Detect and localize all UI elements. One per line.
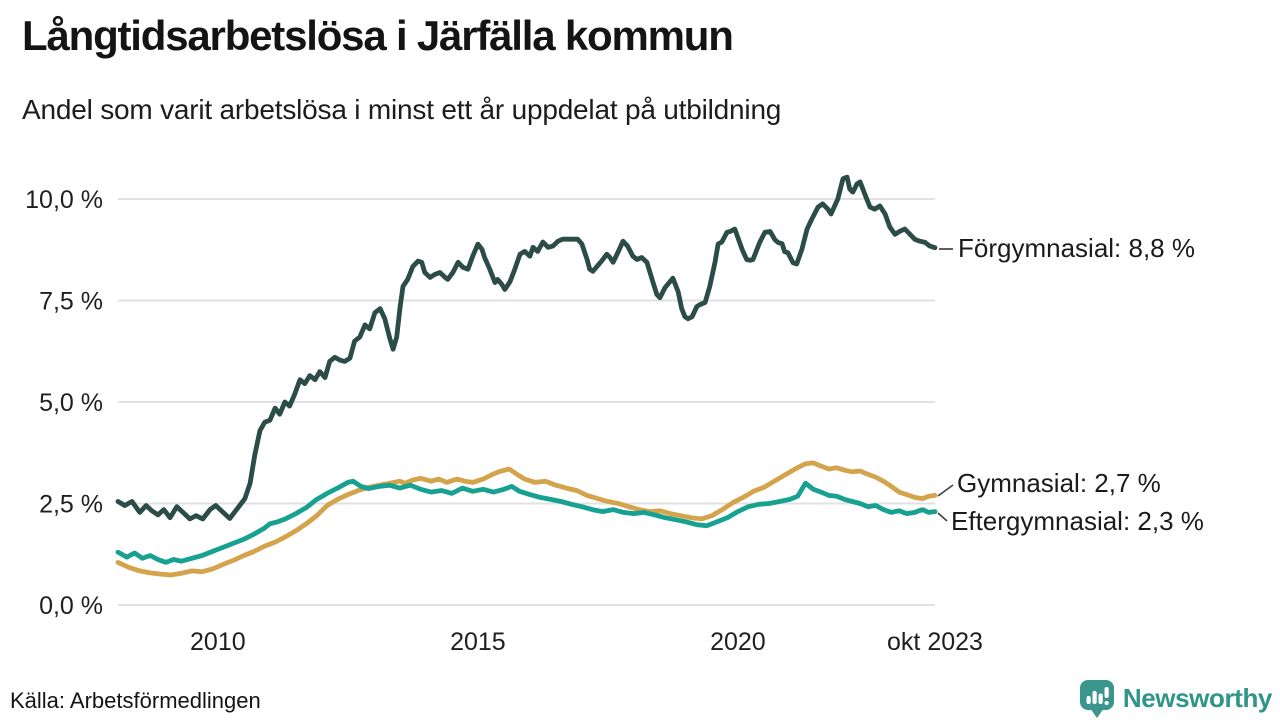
brand-logo: Newsworthy [1078,678,1272,718]
y-axis-tick-label: 0,0 % [39,592,103,620]
y-axis-tick-label: 10,0 % [25,186,103,214]
source-note: Källa: Arbetsförmedlingen [10,688,261,713]
annotation-connector [937,512,948,522]
annotation-connector [937,484,954,497]
page-title: Långtidsarbetslösa i Järfälla kommun [22,12,734,59]
series-annotation-eftergymnasial: Eftergymnasial: 2,3 % [951,506,1204,536]
x-axis-tick-label: 2015 [450,628,506,656]
x-axis-tick-label: 2020 [710,628,766,656]
page-subtitle: Andel som varit arbetslösa i minst ett å… [22,94,782,125]
x-axis-tick-label: okt 2023 [887,628,983,656]
y-axis-tick-label: 2,5 % [39,491,103,519]
series-line-förgymnasial [115,174,938,522]
series-line-gymnasial [115,460,938,578]
x-axis-tick-label: 2010 [190,628,246,656]
series-annotation-förgymnasial: Förgymnasial: 8,8 % [958,233,1195,263]
series-line-eftergymnasial [115,478,938,565]
series-annotation-gymnasial: Gymnasial: 2,7 % [957,468,1161,498]
y-axis-tick-label: 5,0 % [39,389,103,417]
bar-chart-speech-bubble-icon [1079,680,1114,718]
y-axis-tick-label: 7,5 % [39,288,103,316]
brand-name: Newsworthy [1122,682,1273,713]
